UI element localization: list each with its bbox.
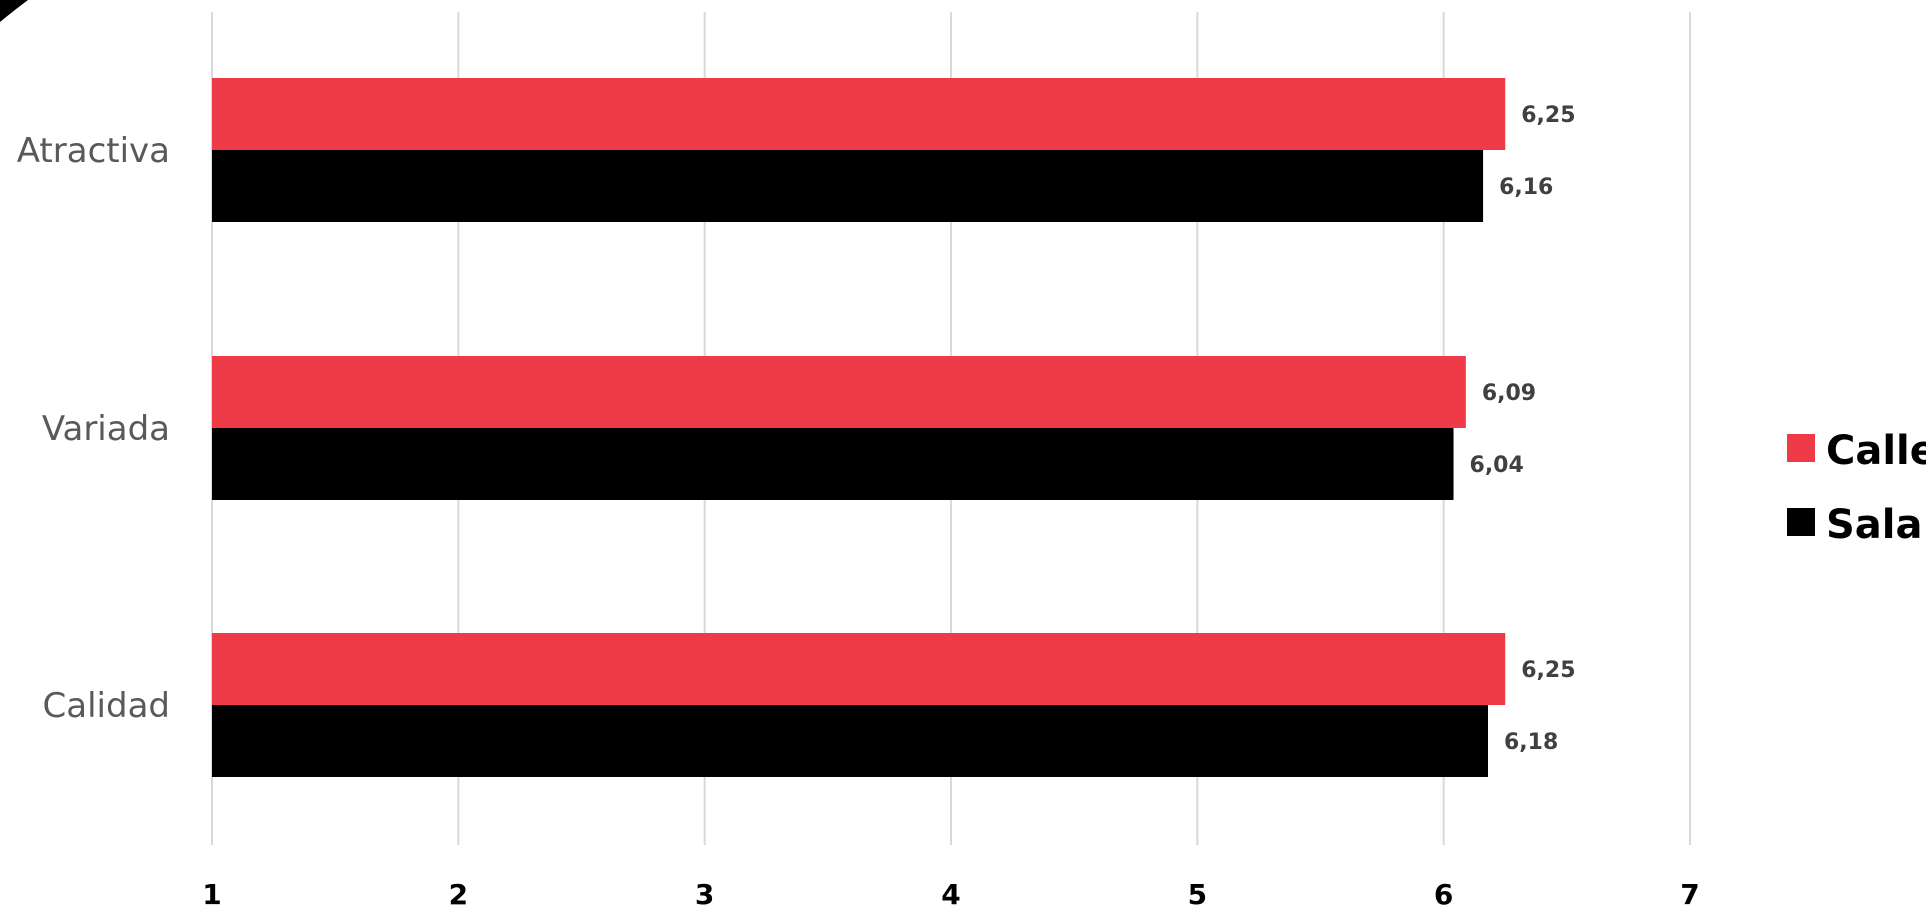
data-label: 6,09 <box>1482 381 1536 406</box>
value-axis: 1 2 3 4 5 6 7 <box>202 878 1699 906</box>
x-tick-label: 3 <box>695 878 714 906</box>
legend-label: Calle <box>1826 428 1926 474</box>
bar-sala <box>212 150 1484 222</box>
bar-calle <box>212 356 1466 428</box>
legend-label: Sala <box>1826 502 1923 548</box>
bar-calle <box>212 78 1506 150</box>
category-label: Calidad <box>43 686 170 726</box>
data-label: 6,25 <box>1521 103 1575 128</box>
x-tick-label: 1 <box>202 878 221 906</box>
bar-sala <box>212 705 1489 777</box>
bar-calle <box>212 633 1506 705</box>
category-label: Atractiva <box>17 131 170 171</box>
data-labels: 6,25 6,16 6,09 6,04 6,25 6,18 <box>1470 103 1576 755</box>
legend-swatch-sala <box>1787 508 1815 536</box>
x-tick-label: 4 <box>941 878 960 906</box>
x-tick-label: 6 <box>1434 878 1453 906</box>
x-tick-label: 7 <box>1680 878 1699 906</box>
corner-decoration <box>0 0 28 22</box>
data-label: 6,16 <box>1499 175 1553 200</box>
bar-sala <box>212 428 1454 500</box>
data-label: 6,18 <box>1504 730 1558 755</box>
category-axis: Atractiva Variada Calidad <box>17 131 170 726</box>
legend: Calle Sala <box>1787 428 1926 548</box>
x-tick-label: 5 <box>1188 878 1207 906</box>
legend-swatch-calle <box>1787 434 1815 462</box>
bars <box>212 78 1506 777</box>
data-label: 6,25 <box>1521 658 1575 683</box>
data-label: 6,04 <box>1470 453 1524 478</box>
category-label: Variada <box>42 409 170 449</box>
x-tick-label: 2 <box>449 878 468 906</box>
